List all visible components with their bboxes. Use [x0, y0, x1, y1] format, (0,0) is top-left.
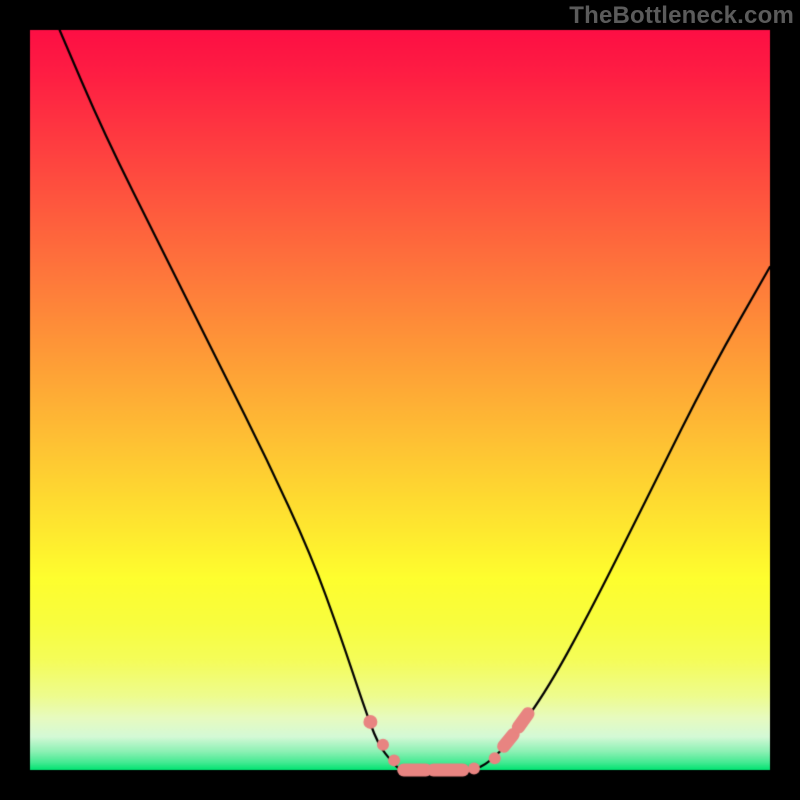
chart-canvas [0, 0, 800, 800]
watermark-text: TheBottleneck.com [569, 2, 794, 30]
chart-root: TheBottleneck.com [0, 0, 800, 800]
